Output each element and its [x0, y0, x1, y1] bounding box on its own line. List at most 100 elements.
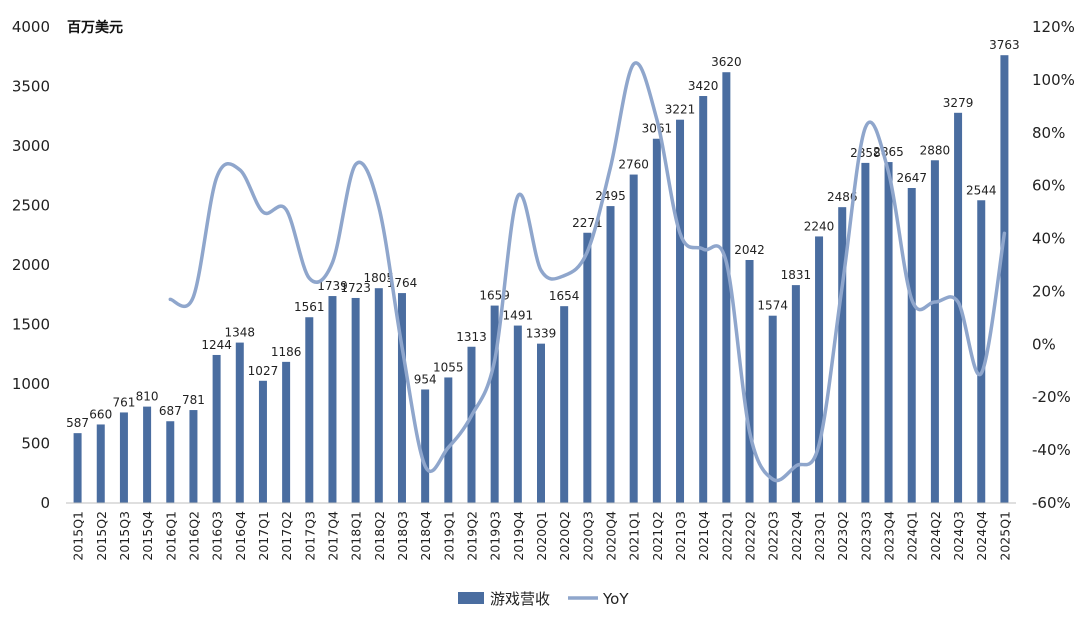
x-tick-label: 2023Q1: [812, 511, 827, 561]
revenue-bar: [861, 162, 870, 503]
y-right-tick-label: -20%: [1032, 388, 1071, 406]
revenue-bar: [305, 317, 314, 503]
x-tick-label: 2015Q4: [140, 511, 155, 561]
revenue-bar: [374, 288, 383, 503]
revenue-bar: [258, 380, 267, 503]
revenue-data-label: 1027: [248, 364, 279, 378]
revenue-bar: [467, 346, 476, 503]
y-left-tick-label: 1500: [12, 316, 50, 334]
y-left-tick-label: 2000: [12, 256, 50, 274]
revenue-bar: [907, 188, 916, 503]
revenue-data-label: 3420: [688, 79, 719, 93]
revenue-data-label: 954: [414, 372, 437, 386]
revenue-data-label: 1574: [757, 299, 788, 313]
x-tick-label: 2022Q1: [719, 511, 734, 561]
x-tick-label: 2025Q1: [997, 511, 1012, 561]
x-tick-label: 2021Q1: [627, 511, 642, 561]
revenue-data-label: 1831: [781, 268, 812, 282]
revenue-data-label: 2042: [734, 243, 765, 257]
right-axis-ticks: -60% -40% -20% 0% 20% 40% 60% 80% 100% 120%: [1032, 18, 1075, 512]
x-tick-label: 2019Q3: [488, 511, 503, 561]
x-tick-label: 2024Q4: [974, 511, 989, 561]
y-left-tick-label: 0: [40, 494, 50, 512]
revenue-bar: [235, 342, 244, 503]
revenue-bar: [444, 377, 453, 503]
x-tick-label: 2024Q1: [905, 511, 920, 561]
revenue-data-label: 1055: [433, 360, 464, 374]
revenue-bar: [930, 160, 939, 503]
left-axis-ticks: 0 500 1000 1500 2000 2500 3000 3500 4000: [12, 18, 50, 512]
x-tick-label: 2016Q4: [233, 511, 248, 561]
x-tick-label: 2022Q4: [789, 511, 804, 561]
revenue-data-label: 2486: [827, 190, 858, 204]
x-tick-label: 2022Q3: [766, 511, 781, 561]
revenue-data-label: 660: [89, 407, 112, 421]
revenue-bar: [884, 162, 893, 503]
revenue-data-label: 3221: [665, 103, 696, 117]
revenue-bar: [537, 343, 545, 503]
revenue-data-label: 1764: [387, 276, 418, 290]
x-tick-label: 2015Q2: [94, 511, 109, 561]
x-tick-label: 2016Q1: [163, 511, 178, 561]
revenue-data-label: 3620: [711, 55, 742, 69]
y-left-tick-label: 3500: [12, 78, 50, 96]
revenue-data-label: 1805: [364, 271, 395, 285]
x-tick-label: 2023Q4: [882, 511, 897, 561]
revenue-bar: [490, 305, 499, 503]
revenue-bar: [282, 361, 291, 503]
x-tick-label: 2024Q3: [951, 511, 966, 561]
revenue-data-label: 2240: [804, 219, 835, 233]
revenue-bar: [119, 412, 128, 503]
y-right-tick-label: 20%: [1032, 282, 1065, 300]
revenue-bar: [1000, 55, 1009, 503]
revenue-data-label: 1244: [201, 338, 232, 352]
x-tick-label: 2022Q2: [743, 511, 758, 561]
revenue-bar: [676, 119, 685, 504]
revenue-bar: [189, 410, 198, 503]
revenue-bar: [606, 206, 615, 503]
revenue-bar: [513, 325, 522, 503]
revenue-bar: [166, 421, 175, 503]
x-tick-label: 2018Q4: [418, 511, 433, 561]
revenue-bar: [560, 306, 569, 503]
revenue-bar: [96, 424, 105, 503]
revenue-data-label: 1339: [526, 327, 557, 341]
x-tick-label: 2015Q1: [71, 511, 86, 561]
yoy-line: [168, 61, 1007, 483]
revenue-bar: [954, 112, 963, 503]
y-right-tick-label: -60%: [1032, 494, 1071, 512]
revenue-data-label: 1723: [340, 281, 371, 295]
x-tick-label: 2019Q4: [511, 511, 526, 561]
revenue-bar: [73, 433, 82, 503]
revenue-data-label: 3279: [943, 96, 974, 110]
revenue-bar: [583, 232, 592, 503]
x-tick-label: 2021Q2: [650, 511, 665, 561]
x-tick-label: 2021Q4: [696, 511, 711, 561]
x-tick-label: 2017Q1: [256, 511, 271, 561]
revenue-bar: [212, 354, 221, 503]
x-tick-label: 2021Q3: [673, 511, 688, 561]
revenue-bar: [652, 138, 661, 503]
revenue-bar: [722, 72, 731, 503]
x-tick-label: 2018Q2: [372, 511, 387, 561]
legend-line-label: YoY: [602, 590, 629, 608]
y-right-tick-label: 40%: [1032, 230, 1065, 248]
x-tick-label: 2020Q2: [557, 511, 572, 561]
y-left-tick-label: 4000: [12, 18, 50, 36]
revenue-data-label: 761: [112, 395, 135, 409]
revenue-bar: [629, 174, 638, 503]
revenue-bar: [143, 406, 152, 503]
y-left-tick-label: 500: [21, 435, 50, 453]
bar-series: [73, 55, 1009, 504]
legend: 游戏营收 YoY: [458, 590, 629, 608]
x-tick-label: 2024Q2: [928, 511, 943, 561]
revenue-bar: [421, 389, 430, 503]
revenue-bar: [397, 293, 406, 503]
revenue-bar: [791, 285, 800, 503]
revenue-data-label: 810: [136, 390, 159, 404]
x-tick-label: 2020Q4: [604, 511, 619, 561]
revenue-data-label: 1654: [549, 289, 580, 303]
x-tick-label: 2015Q3: [117, 511, 132, 561]
x-axis-ticks: 2015Q1 2015Q2 2015Q3 2015Q4 2016Q1 2016Q2 2016…: [71, 511, 1013, 561]
